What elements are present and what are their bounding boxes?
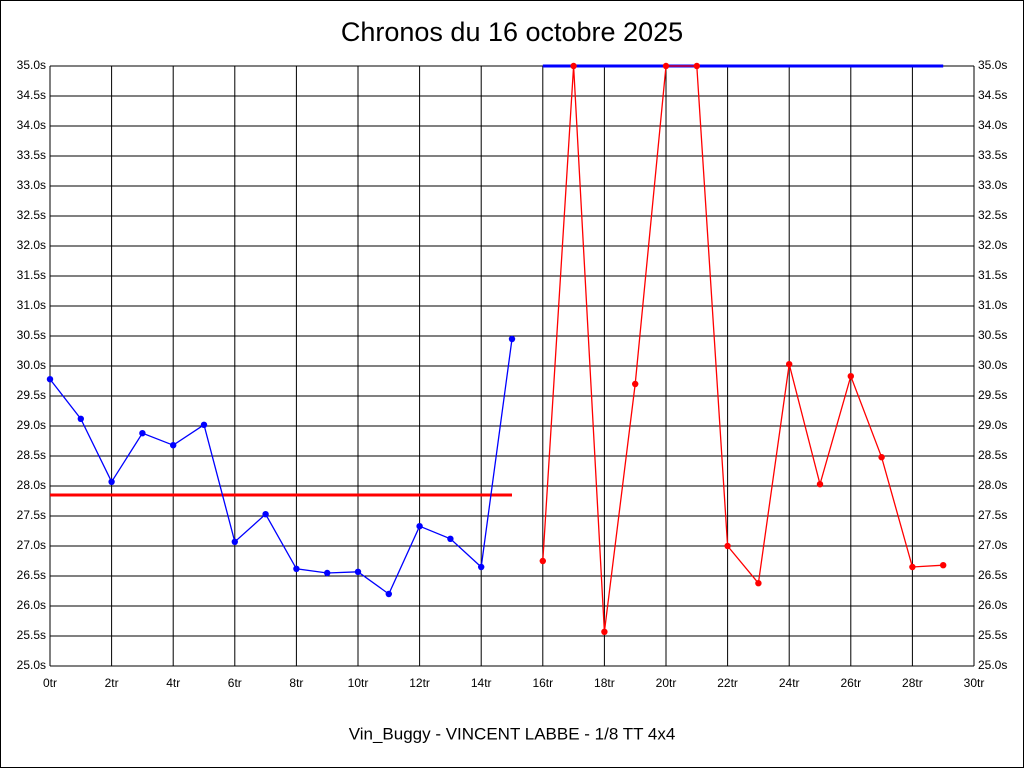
y2-tick-label: 27.5s: [978, 508, 1007, 522]
y-tick-label: 34.0s: [17, 118, 46, 132]
x-tick-label: 0tr: [43, 676, 57, 690]
data-point: [847, 373, 854, 380]
y2-tick-label: 32.0s: [978, 238, 1007, 252]
x-tick-label: 30tr: [964, 676, 985, 690]
y-tick-label: 33.5s: [17, 148, 46, 162]
y2-tick-label: 33.0s: [978, 178, 1007, 192]
data-point: [77, 415, 85, 422]
x-tick-label: 12tr: [409, 676, 430, 690]
y-tick-label: 28.0s: [17, 478, 46, 492]
y-tick-label: 30.5s: [17, 328, 46, 342]
data-point: [139, 430, 146, 437]
data-point: [447, 535, 454, 542]
y2-tick-label: 25.0s: [978, 658, 1007, 672]
y2-tick-label: 33.5s: [978, 148, 1007, 162]
data-point: [724, 542, 731, 550]
y2-tick-label: 35.0s: [978, 58, 1007, 72]
data-point: [786, 361, 793, 368]
y2-tick-label: 30.5s: [978, 328, 1007, 342]
data-point: [293, 565, 300, 572]
data-point: [416, 523, 423, 530]
y2-tick-label: 27.0s: [978, 538, 1007, 552]
chart-subtitle: Vin_Buggy - VINCENT LABBE - 1/8 TT 4x4: [349, 724, 676, 743]
y-tick-label: 27.5s: [17, 508, 46, 522]
y-tick-label: 25.5s: [17, 628, 46, 642]
y-tick-label: 28.5s: [17, 448, 46, 462]
y-tick-label: 32.0s: [17, 238, 46, 252]
data-point: [508, 335, 516, 343]
y-tick-label: 27.0s: [17, 538, 46, 552]
y-tick-label: 26.5s: [17, 568, 46, 582]
y2-tick-label: 32.5s: [978, 208, 1007, 222]
series-line: [49, 338, 513, 595]
data-point: [693, 62, 700, 70]
data-point: [478, 563, 485, 571]
x-tick-label: 28tr: [902, 676, 923, 690]
x-tick-label: 4tr: [166, 676, 180, 690]
data-point: [909, 563, 916, 571]
x-tick-label: 16tr: [532, 676, 553, 690]
data-point: [354, 568, 362, 575]
y-tick-label: 35.0s: [17, 58, 46, 72]
data-point: [385, 590, 392, 598]
data-point: [200, 421, 208, 428]
y-tick-label: 32.5s: [17, 208, 46, 222]
data-point: [632, 380, 639, 388]
data-point: [170, 442, 177, 449]
y-tick-label: 29.0s: [17, 418, 46, 432]
data-point: [601, 628, 608, 635]
y-tick-label: 26.0s: [17, 598, 46, 612]
y-tick-label: 34.5s: [17, 88, 46, 102]
x-tick-label: 24tr: [779, 676, 800, 690]
x-tick-label: 20tr: [656, 676, 677, 690]
data-point: [46, 376, 54, 383]
y2-tick-label: 34.5s: [978, 88, 1007, 102]
x-tick-label: 8tr: [289, 676, 303, 690]
chart-title: Chronos du 16 octobre 2025: [341, 17, 683, 47]
series-line: [542, 65, 944, 632]
y2-tick-label: 26.0s: [978, 598, 1007, 612]
y2-tick-label: 28.0s: [978, 478, 1007, 492]
data-point: [755, 580, 762, 587]
data-point: [878, 454, 885, 461]
x-tick-label: 26tr: [840, 676, 861, 690]
data-point: [262, 511, 269, 518]
y2-tick-label: 28.5s: [978, 448, 1007, 462]
y2-tick-label: 25.5s: [978, 628, 1007, 642]
x-tick-label: 6tr: [228, 676, 242, 690]
y2-tick-label: 31.5s: [978, 268, 1007, 282]
data-point: [940, 562, 947, 569]
y2-tick-label: 26.5s: [978, 568, 1007, 582]
x-tick-label: 18tr: [594, 676, 615, 690]
x-tick-label: 14tr: [471, 676, 492, 690]
x-tick-label: 22tr: [717, 676, 738, 690]
y-tick-label: 29.5s: [17, 388, 46, 402]
data-point: [539, 557, 546, 565]
data-point: [662, 62, 670, 70]
y-tick-label: 33.0s: [17, 178, 46, 192]
data-point: [324, 569, 331, 577]
y2-tick-label: 29.5s: [978, 388, 1007, 402]
data-point: [108, 478, 115, 485]
data-point: [570, 62, 577, 70]
y-tick-label: 31.5s: [17, 268, 46, 282]
y-tick-label: 30.0s: [17, 358, 46, 372]
y2-tick-label: 34.0s: [978, 118, 1007, 132]
x-tick-label: 2tr: [105, 676, 119, 690]
data-point: [816, 481, 824, 488]
data-point: [231, 538, 238, 545]
y2-tick-label: 31.0s: [978, 298, 1007, 312]
y-tick-label: 25.0s: [17, 658, 46, 672]
y-tick-label: 31.0s: [17, 298, 46, 312]
y2-tick-label: 30.0s: [978, 358, 1007, 372]
x-tick-label: 10tr: [348, 676, 369, 690]
y2-tick-label: 29.0s: [978, 418, 1007, 432]
